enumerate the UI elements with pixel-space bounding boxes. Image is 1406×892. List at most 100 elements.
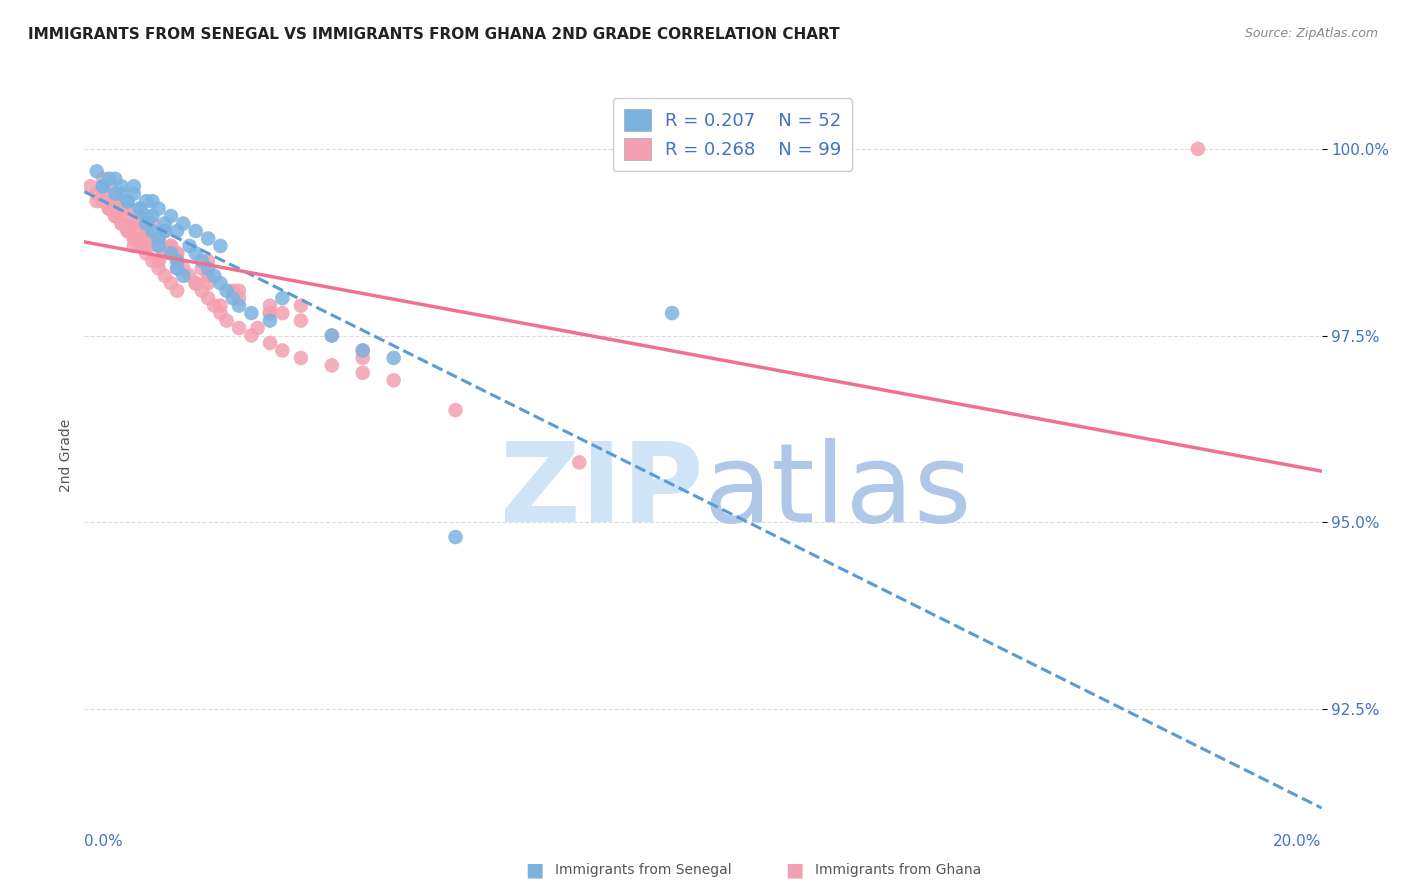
Point xyxy=(148,253,170,268)
Text: IMMIGRANTS FROM SENEGAL VS IMMIGRANTS FROM GHANA 2ND GRADE CORRELATION CHART: IMMIGRANTS FROM SENEGAL VS IMMIGRANTS FR… xyxy=(28,27,839,42)
Point xyxy=(321,328,343,343)
Point xyxy=(153,217,176,231)
Point xyxy=(321,328,343,343)
Point xyxy=(129,224,152,238)
Point xyxy=(148,231,170,245)
Point xyxy=(1187,142,1209,156)
Point xyxy=(117,202,139,216)
Point xyxy=(352,351,374,365)
Point xyxy=(166,253,188,268)
Point xyxy=(122,186,145,201)
Point xyxy=(86,164,108,178)
Point xyxy=(153,246,176,260)
Point xyxy=(98,171,121,186)
Text: ■: ■ xyxy=(785,860,804,880)
Point xyxy=(117,224,139,238)
Point xyxy=(141,224,163,238)
Legend: R = 0.207    N = 52, R = 0.268    N = 99: R = 0.207 N = 52, R = 0.268 N = 99 xyxy=(613,98,852,171)
Point xyxy=(104,186,127,201)
Point xyxy=(184,277,207,291)
Point xyxy=(160,209,183,223)
Point xyxy=(110,179,132,194)
Point xyxy=(135,217,157,231)
Point xyxy=(228,291,250,305)
Point xyxy=(122,217,145,231)
Point xyxy=(86,194,108,209)
Point xyxy=(197,291,219,305)
Text: 0.0%: 0.0% xyxy=(84,834,124,849)
Point xyxy=(110,186,132,201)
Point xyxy=(129,202,152,216)
Point xyxy=(135,239,157,253)
Point xyxy=(382,351,405,365)
Point xyxy=(104,209,127,223)
Point xyxy=(197,231,219,245)
Point xyxy=(117,224,139,238)
Point xyxy=(141,231,163,245)
Point xyxy=(568,455,591,469)
Point xyxy=(148,253,170,268)
Point xyxy=(148,239,170,253)
Point xyxy=(104,209,127,223)
Point xyxy=(179,239,201,253)
Point xyxy=(352,343,374,358)
Point xyxy=(91,179,114,194)
Point xyxy=(153,224,176,238)
Point xyxy=(209,299,232,313)
Point xyxy=(271,343,294,358)
Point xyxy=(202,299,225,313)
Point xyxy=(129,217,152,231)
Point xyxy=(86,186,108,201)
Point xyxy=(166,284,188,298)
Point xyxy=(148,231,170,245)
Point xyxy=(166,261,188,276)
Point xyxy=(135,224,157,238)
Point xyxy=(141,209,163,223)
Point xyxy=(160,239,183,253)
Point xyxy=(184,224,207,238)
Point xyxy=(444,530,467,544)
Point xyxy=(98,202,121,216)
Point xyxy=(135,194,157,209)
Point xyxy=(197,261,219,276)
Point xyxy=(444,403,467,417)
Point xyxy=(172,268,194,283)
Point xyxy=(166,246,188,260)
Point xyxy=(191,284,214,298)
Point xyxy=(271,291,294,305)
Point xyxy=(122,231,145,245)
Point xyxy=(117,194,139,209)
Point xyxy=(197,268,219,283)
Point xyxy=(228,284,250,298)
Point xyxy=(98,179,121,194)
Point xyxy=(104,171,127,186)
Point xyxy=(160,246,183,260)
Point xyxy=(98,202,121,216)
Point xyxy=(117,202,139,216)
Text: Immigrants from Ghana: Immigrants from Ghana xyxy=(815,863,981,877)
Point xyxy=(352,343,374,358)
Point xyxy=(240,328,263,343)
Point xyxy=(166,224,188,238)
Point xyxy=(259,306,281,320)
Point xyxy=(135,209,157,223)
Text: ZIP: ZIP xyxy=(499,438,703,545)
Point xyxy=(129,239,152,253)
Point xyxy=(197,268,219,283)
Point xyxy=(222,284,245,298)
Point xyxy=(321,359,343,373)
Point xyxy=(129,209,152,223)
Point xyxy=(222,291,245,305)
Point xyxy=(104,209,127,223)
Text: atlas: atlas xyxy=(703,438,972,545)
Point xyxy=(91,194,114,209)
Point xyxy=(661,306,683,320)
Point xyxy=(240,306,263,320)
Point xyxy=(160,239,183,253)
Point xyxy=(129,202,152,216)
Point xyxy=(135,246,157,260)
Text: Immigrants from Senegal: Immigrants from Senegal xyxy=(555,863,733,877)
Point xyxy=(179,268,201,283)
Point xyxy=(141,217,163,231)
Point xyxy=(110,194,132,209)
